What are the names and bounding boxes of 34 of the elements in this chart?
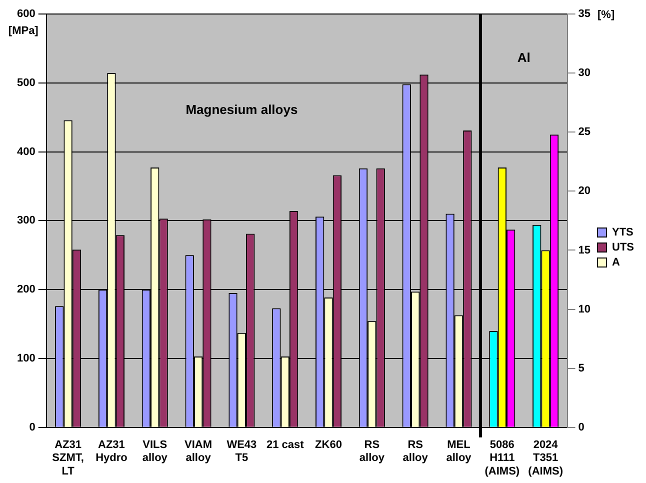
y2-tick-label: 20 [578,185,591,198]
y2-tick-label: 35 [578,8,591,20]
x-tick-label: WE43 T5 [226,439,257,464]
y2-tick-label: 15 [578,244,591,256]
y2-axis-title: [%] [598,9,615,21]
x-tick-label: 5086 H111 (AIMS) [484,439,520,478]
x-tick-label: VIAM alloy [184,439,212,464]
y-tick-label: 300 [16,214,36,227]
y2-tick-label: 30 [578,67,591,80]
annotation: Al [517,50,530,65]
y2-tick-label: 25 [578,126,591,138]
y2-tick-label: 10 [578,303,591,316]
x-tick-label: AZ31 SZMT, LT [52,439,84,478]
x-tick-label: 2024 T351 (AIMS) [528,439,564,478]
y-tick-label: 200 [16,284,36,296]
y2-tick-label: 5 [578,362,584,374]
y-tick-label: 500 [16,76,36,89]
x-tick-label: RS alloy [402,439,429,464]
y-tick-label: 0 [29,421,36,434]
y-tick-label: 600 [16,8,36,20]
legend-label: YTS [612,226,634,239]
x-tick-label: 21 cast [266,439,304,452]
legend-label: A [612,256,620,269]
x-tick-label: VILS alloy [142,439,168,464]
y-axis-title: [MPa] [8,25,39,37]
y-tick-label: 400 [16,146,36,158]
legend-label: UTS [612,242,634,254]
y-tick-label: 100 [16,352,36,365]
x-tick-label: AZ31 Hydro [96,439,128,464]
x-tick-label: MEL alloy [446,439,472,464]
annotation: Magnesium alloys [186,102,298,117]
x-tick-label: ZK60 [315,439,342,452]
y2-tick-label: 0 [578,421,584,434]
x-tick-label: RS alloy [359,439,386,464]
